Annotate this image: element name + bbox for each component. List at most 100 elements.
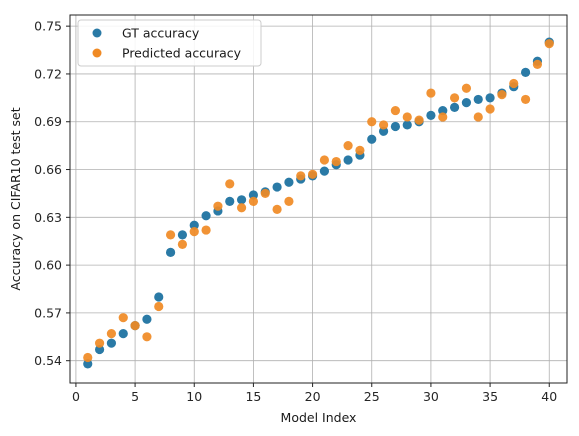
gt-accuracy-point bbox=[83, 359, 93, 369]
y-tick-label: 0.54 bbox=[34, 353, 62, 368]
predicted-accuracy-point bbox=[355, 145, 365, 156]
predicted-accuracy-point bbox=[378, 120, 389, 130]
gt-accuracy-point bbox=[142, 314, 152, 324]
gt-accuracy-point bbox=[177, 230, 188, 240]
x-tick-label: 40 bbox=[541, 389, 557, 404]
predicted-accuracy-point bbox=[142, 332, 152, 342]
predicted-accuracy-point bbox=[449, 93, 460, 103]
predicted-accuracy-point bbox=[248, 196, 259, 206]
gt-accuracy-point bbox=[236, 195, 247, 205]
predicted-accuracy-point bbox=[473, 112, 483, 122]
y-tick-label: 0.60 bbox=[34, 258, 62, 273]
legend-box bbox=[77, 19, 262, 67]
y-tick-label: 0.57 bbox=[34, 305, 62, 320]
y-tick-label: 0.69 bbox=[34, 114, 62, 129]
gt-accuracy-point bbox=[520, 67, 531, 77]
series-layer bbox=[83, 37, 554, 369]
predicted-accuracy-point bbox=[118, 313, 128, 323]
gt-accuracy-point bbox=[319, 166, 330, 176]
predicted-accuracy-point bbox=[497, 90, 507, 100]
gt-accuracy-point bbox=[272, 182, 282, 192]
predicted-accuracy-point bbox=[402, 112, 412, 122]
plot-frame bbox=[69, 14, 568, 384]
gt-accuracy-point bbox=[154, 292, 164, 302]
gt-accuracy-point bbox=[106, 338, 117, 348]
predicted-accuracy-point bbox=[130, 321, 140, 331]
predicted-accuracy-point bbox=[414, 115, 424, 125]
predicted-accuracy-point bbox=[177, 239, 188, 250]
y-tick-label: 0.75 bbox=[34, 19, 62, 34]
predicted-accuracy-point bbox=[296, 171, 306, 181]
predicted-accuracy-point bbox=[106, 329, 117, 339]
gt-accuracy-point bbox=[485, 93, 495, 103]
predicted-accuracy-point bbox=[83, 352, 93, 363]
x-axis-title: Model Index bbox=[281, 410, 357, 425]
legend-marker-predicted bbox=[92, 48, 102, 58]
x-tick-label: 25 bbox=[364, 389, 380, 404]
gt-accuracy-point bbox=[343, 155, 353, 165]
predicted-accuracy-point bbox=[307, 169, 318, 179]
y-tick-label: 0.66 bbox=[34, 162, 62, 177]
gt-accuracy-point bbox=[367, 134, 377, 144]
predicted-accuracy-point bbox=[154, 301, 164, 312]
predicted-accuracy-point bbox=[201, 225, 211, 235]
gt-accuracy-point bbox=[378, 126, 389, 136]
x-tick-label: 30 bbox=[423, 389, 439, 404]
tick-layer: 0 5 10 15 20 25 30 35 40 0.54 0.57 0.60 0.63 0.66 0.69… bbox=[34, 19, 557, 404]
predicted-accuracy-point bbox=[165, 230, 176, 240]
gt-accuracy-point bbox=[94, 344, 105, 355]
legend-label-predicted: Predicted accuracy bbox=[122, 46, 242, 61]
gt-accuracy-point bbox=[402, 120, 412, 130]
predicted-accuracy-point bbox=[236, 203, 247, 213]
x-tick-label: 15 bbox=[245, 389, 261, 404]
y-tick-label: 0.72 bbox=[34, 66, 62, 81]
predicted-accuracy-point bbox=[331, 156, 341, 167]
predicted-accuracy-point bbox=[509, 78, 519, 89]
gt-accuracy-point bbox=[118, 329, 128, 339]
x-tick-label: 0 bbox=[72, 389, 80, 404]
predicted-accuracy-point bbox=[343, 141, 353, 151]
gt-accuracy-point bbox=[438, 105, 448, 116]
series-predicted-accuracy bbox=[83, 39, 554, 363]
predicted-accuracy-point bbox=[272, 204, 282, 214]
gt-accuracy-point bbox=[284, 177, 294, 187]
x-tick-label: 10 bbox=[186, 389, 202, 404]
predicted-accuracy-point bbox=[260, 188, 270, 199]
predicted-accuracy-point bbox=[461, 83, 472, 93]
gt-accuracy-point bbox=[426, 110, 436, 120]
grid-layer bbox=[70, 15, 567, 383]
legend-label-gt: GT accuracy bbox=[122, 26, 200, 41]
predicted-accuracy-point bbox=[520, 94, 531, 105]
gt-accuracy-point bbox=[165, 247, 176, 257]
predicted-accuracy-point bbox=[426, 88, 436, 98]
y-axis-title: Accuracy on CIFAR10 test set bbox=[8, 107, 23, 290]
gt-accuracy-point bbox=[390, 121, 401, 132]
x-tick-label: 5 bbox=[131, 389, 139, 404]
predicted-accuracy-point bbox=[319, 155, 330, 165]
predicted-accuracy-point bbox=[225, 179, 235, 189]
legend: GT accuracy Predicted accuracy bbox=[77, 19, 262, 67]
x-tick-label: 35 bbox=[482, 389, 498, 404]
gt-accuracy-point bbox=[461, 98, 472, 108]
predicted-accuracy-point bbox=[213, 201, 223, 211]
predicted-accuracy-point bbox=[189, 227, 199, 237]
predicted-accuracy-point bbox=[438, 112, 448, 122]
predicted-accuracy-point bbox=[367, 117, 377, 127]
gt-accuracy-point bbox=[201, 211, 211, 221]
predicted-accuracy-point bbox=[532, 59, 543, 69]
predicted-accuracy-point bbox=[485, 104, 495, 114]
predicted-accuracy-point bbox=[284, 196, 294, 206]
gt-accuracy-point bbox=[473, 94, 483, 105]
predicted-accuracy-point bbox=[390, 105, 401, 116]
x-tick-label: 20 bbox=[305, 389, 321, 404]
gt-accuracy-point bbox=[248, 190, 259, 200]
gt-accuracy-point bbox=[189, 220, 199, 230]
predicted-accuracy-point bbox=[94, 338, 105, 348]
predicted-accuracy-point bbox=[544, 39, 554, 49]
y-tick-label: 0.63 bbox=[34, 210, 62, 225]
legend-marker-gt bbox=[92, 28, 102, 38]
gt-accuracy-point bbox=[449, 102, 460, 112]
gt-accuracy-point bbox=[225, 196, 235, 206]
